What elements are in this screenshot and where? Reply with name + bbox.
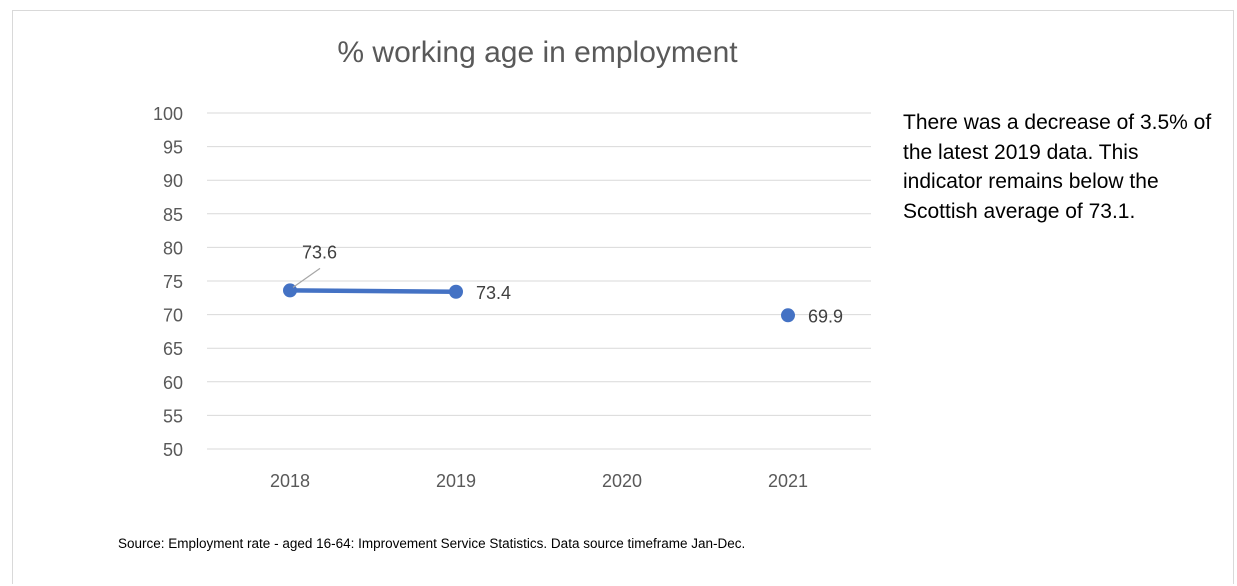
data-label: 69.9 <box>808 306 843 326</box>
data-point <box>781 308 795 323</box>
data-label: 73.4 <box>476 283 511 303</box>
y-tick-label: 50 <box>163 440 183 460</box>
x-tick-label: 2019 <box>436 471 476 491</box>
y-tick-label: 90 <box>163 171 183 191</box>
y-tick-label: 60 <box>163 373 183 393</box>
y-tick-label: 95 <box>163 138 183 158</box>
series-line-segment <box>287 288 459 295</box>
y-tick-label: 100 <box>153 104 183 124</box>
data-label: 73.6 <box>302 242 337 262</box>
y-tick-label: 85 <box>163 205 183 225</box>
source-note: Source: Employment rate - aged 16-64: Im… <box>118 536 746 551</box>
x-tick-label: 2021 <box>768 471 808 491</box>
data-point <box>449 284 463 299</box>
y-tick-label: 55 <box>163 406 183 426</box>
y-tick-label: 75 <box>163 272 183 292</box>
x-tick-label: 2020 <box>602 471 642 491</box>
chart-title: % working age in employment <box>337 36 738 69</box>
y-tick-label: 80 <box>163 238 183 258</box>
chart-frame <box>12 10 1234 584</box>
y-tick-label: 70 <box>163 306 183 326</box>
x-tick-label: 2018 <box>270 471 310 491</box>
annotation-text: There was a decrease of 3.5% of the late… <box>903 111 1212 223</box>
y-tick-label: 65 <box>163 339 183 359</box>
data-label-leader <box>292 267 321 288</box>
